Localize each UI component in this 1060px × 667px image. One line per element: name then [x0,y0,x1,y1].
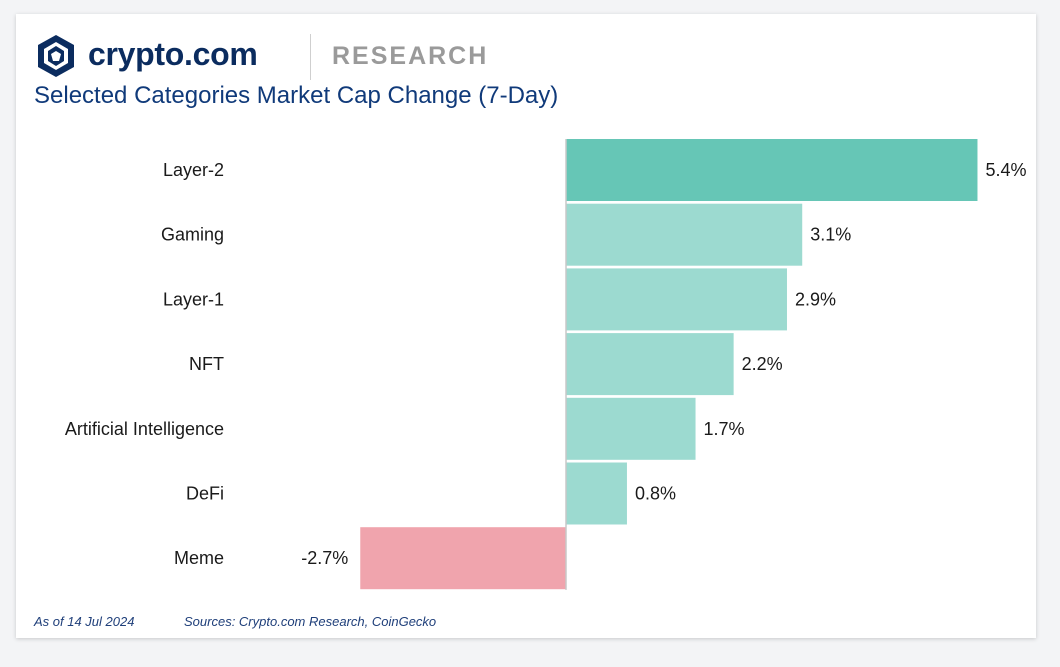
value-label: -2.7% [301,548,348,568]
value-label: 3.1% [810,225,851,245]
category-label: Layer-1 [163,289,224,309]
brand-name: crypto.com [88,36,258,72]
value-label: 5.4% [985,160,1026,180]
footer-date: As of 14 Jul 2024 [34,614,135,629]
value-label: 2.2% [742,354,783,374]
category-label: Artificial Intelligence [65,419,224,439]
footer-sources: Sources: Crypto.com Research, CoinGecko [184,614,437,629]
category-label: Gaming [161,225,224,245]
chart-card: crypto.com RESEARCH Selected Categories … [16,14,1036,638]
header-divider [310,34,311,80]
category-label: Layer-2 [163,160,224,180]
research-label: RESEARCH [332,42,489,70]
crypto-com-lion-shield-icon [38,35,74,77]
bar-defi [566,462,627,525]
bar-meme [360,527,566,590]
value-label: 2.9% [795,289,836,309]
bar-chart: Layer-2 5.4% Gaming 3.1% Layer-1 2.9% NFT 2.2% A… [65,139,1027,590]
bar-nft [566,333,734,396]
value-label: 0.8% [635,484,676,504]
bar-gaming [566,203,803,266]
bar-layer-2 [566,139,978,201]
value-label: 1.7% [704,419,745,439]
bar-artificial-intelligence [566,397,696,460]
category-label: Meme [174,548,224,568]
bar-layer-1 [566,268,787,331]
category-label: DeFi [186,484,224,504]
chart-title: Selected Categories Market Cap Change (7… [34,82,559,109]
category-label: NFT [189,354,224,374]
